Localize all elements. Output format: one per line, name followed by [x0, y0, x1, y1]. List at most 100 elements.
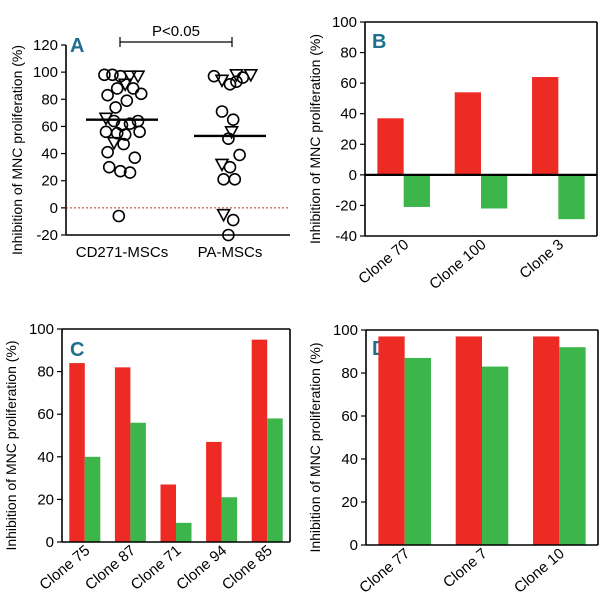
y-tick-label: 60: [341, 408, 358, 425]
data-point-circle: [118, 128, 132, 141]
data-point-triangle: [214, 158, 230, 173]
y-tick-label: 100: [332, 14, 357, 31]
bar-red: [532, 77, 559, 175]
y-tick-label: 60: [41, 118, 58, 135]
data-point-circle: [226, 113, 240, 126]
x-category-label: Clone 85: [219, 542, 276, 594]
data-point-triangle: [106, 136, 122, 151]
data-point-triangle: [243, 69, 259, 83]
bar-red: [378, 336, 405, 545]
panel-letter: C: [70, 339, 84, 361]
data-point-circle: [133, 125, 146, 139]
data-point-circle: [99, 125, 113, 139]
bar-red: [533, 336, 560, 545]
bar-green: [84, 456, 101, 542]
bar-green: [481, 174, 508, 209]
panel-letter: A: [70, 35, 84, 57]
bar-green: [176, 522, 192, 542]
data-point-triangle: [122, 70, 138, 84]
x-category-label: Clone 77: [356, 545, 413, 597]
y-tick-label: 0: [350, 537, 358, 554]
y-tick-label: 60: [37, 406, 54, 423]
panel-c-chart: 0 20 40 60 80 100 Inhibition of MNC proliferat…: [3, 321, 291, 594]
panel-d-chart: 0 20 40 60 80 100 Inhibition of MNC proliferat…: [307, 322, 599, 597]
y-tick-label: 20: [341, 494, 358, 511]
x-category-label: PA-MSCs: [198, 244, 263, 261]
x-category-label: Clone 71: [128, 542, 185, 594]
y-tick-label: 20: [37, 491, 54, 508]
significance-annotation: P<0.05: [152, 23, 200, 40]
data-point-circle: [114, 164, 127, 178]
y-tick-label: 120: [33, 37, 58, 54]
data-point-circle: [101, 88, 114, 102]
data-point-circle: [123, 117, 137, 131]
bar-green: [482, 366, 509, 545]
y-tick-label: 0: [50, 200, 58, 217]
bar-green: [558, 174, 585, 220]
y-axis-title: Inhibition of MNC proliferation (%): [307, 342, 323, 552]
bar-red: [114, 367, 131, 542]
y-tick-label: 40: [341, 451, 358, 468]
y-tick-label: 0: [349, 167, 357, 184]
data-point-circle: [101, 145, 114, 159]
x-category-label: Clone 7: [440, 545, 491, 591]
x-category-label: Clone 70: [355, 236, 412, 288]
bar-green: [130, 422, 146, 542]
data-point-triangle: [216, 208, 231, 223]
y-tick-label: 100: [333, 322, 358, 339]
y-tick-label: -20: [36, 227, 58, 244]
x-category-label: CD271-MSCs: [76, 244, 169, 261]
y-axis-title: Inhibition of MNC proliferation (%): [3, 340, 19, 550]
bar-red: [251, 339, 268, 542]
data-point-circle: [109, 101, 122, 114]
y-tick-label: 100: [33, 64, 58, 81]
y-tick-label: 60: [340, 75, 357, 92]
bar-red: [69, 363, 85, 542]
y-tick-label: -40: [335, 228, 357, 245]
data-point-circle: [120, 94, 134, 107]
data-point-circle: [117, 137, 130, 151]
y-tick-label: 20: [340, 136, 357, 153]
data-point-circle: [123, 166, 137, 179]
y-axis-title: Inhibition of MNC proliferation (%): [9, 45, 25, 255]
x-category-label: Clone 3: [516, 236, 567, 282]
data-point-circle: [98, 68, 111, 82]
y-axis-title: Inhibition of MNC proliferation (%): [307, 34, 323, 244]
y-tick-label: 100: [29, 321, 54, 338]
panel-letter: B: [372, 31, 386, 53]
y-tick-label: 80: [341, 365, 358, 382]
data-point-circle: [134, 87, 148, 101]
y-tick-label: 80: [37, 364, 54, 381]
data-point-circle: [112, 209, 126, 223]
data-point-circle: [110, 126, 124, 140]
bar-red: [455, 336, 482, 545]
data-point-triangle: [130, 70, 146, 84]
data-point-circle: [215, 105, 229, 118]
data-point-circle: [106, 68, 119, 82]
data-point-circle: [217, 173, 230, 186]
data-point-circle: [226, 213, 240, 227]
data-point-circle: [102, 160, 116, 174]
x-category-label: Clone 10: [511, 545, 568, 597]
data-point-triangle: [229, 69, 244, 83]
y-tick-label: 20: [41, 173, 58, 190]
bar-green: [559, 347, 586, 545]
data-point-circle: [230, 75, 243, 88]
data-point-circle: [126, 82, 140, 95]
data-point-circle: [233, 148, 246, 162]
bar-red: [454, 92, 481, 175]
data-point-circle: [222, 132, 235, 145]
bar-green: [221, 497, 238, 542]
data-point-circle: [228, 173, 242, 186]
y-tick-label: -20: [335, 197, 357, 214]
bar-green: [404, 357, 431, 545]
x-category-label: Clone 94: [173, 542, 230, 594]
data-point-circle: [223, 160, 237, 174]
y-tick-label: 80: [340, 45, 357, 62]
data-point-circle: [128, 151, 142, 164]
data-point-circle: [222, 228, 235, 242]
bar-red: [206, 441, 222, 542]
panel-b-chart: -40 -20 0 20 40 60 80 100 Inhibition of MNC prol…: [307, 14, 598, 293]
bar-green: [267, 418, 283, 542]
